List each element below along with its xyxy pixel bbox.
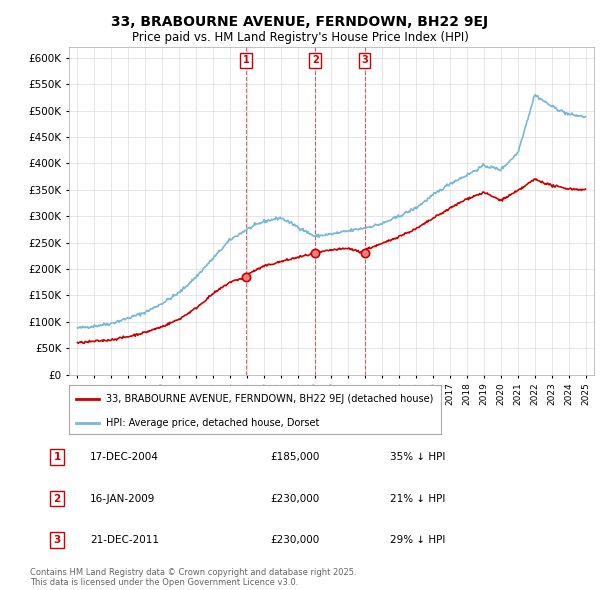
- Text: 33, BRABOURNE AVENUE, FERNDOWN, BH22 9EJ: 33, BRABOURNE AVENUE, FERNDOWN, BH22 9EJ: [112, 15, 488, 30]
- Text: Price paid vs. HM Land Registry's House Price Index (HPI): Price paid vs. HM Land Registry's House …: [131, 31, 469, 44]
- Text: 2: 2: [312, 55, 319, 65]
- Text: 2: 2: [53, 494, 61, 503]
- Text: 21% ↓ HPI: 21% ↓ HPI: [390, 494, 445, 503]
- Text: 29% ↓ HPI: 29% ↓ HPI: [390, 535, 445, 545]
- Text: £230,000: £230,000: [270, 494, 319, 503]
- Text: £185,000: £185,000: [270, 453, 319, 462]
- Text: 1: 1: [243, 55, 250, 65]
- Text: 33, BRABOURNE AVENUE, FERNDOWN, BH22 9EJ (detached house): 33, BRABOURNE AVENUE, FERNDOWN, BH22 9EJ…: [106, 394, 434, 404]
- Text: Contains HM Land Registry data © Crown copyright and database right 2025.
This d: Contains HM Land Registry data © Crown c…: [30, 568, 356, 587]
- Text: £230,000: £230,000: [270, 535, 319, 545]
- Text: 3: 3: [53, 535, 61, 545]
- Text: 35% ↓ HPI: 35% ↓ HPI: [390, 453, 445, 462]
- Text: 3: 3: [361, 55, 368, 65]
- Text: HPI: Average price, detached house, Dorset: HPI: Average price, detached house, Dors…: [106, 418, 320, 428]
- Text: 16-JAN-2009: 16-JAN-2009: [90, 494, 155, 503]
- Text: 1: 1: [53, 453, 61, 462]
- Text: 17-DEC-2004: 17-DEC-2004: [90, 453, 159, 462]
- Text: 21-DEC-2011: 21-DEC-2011: [90, 535, 159, 545]
